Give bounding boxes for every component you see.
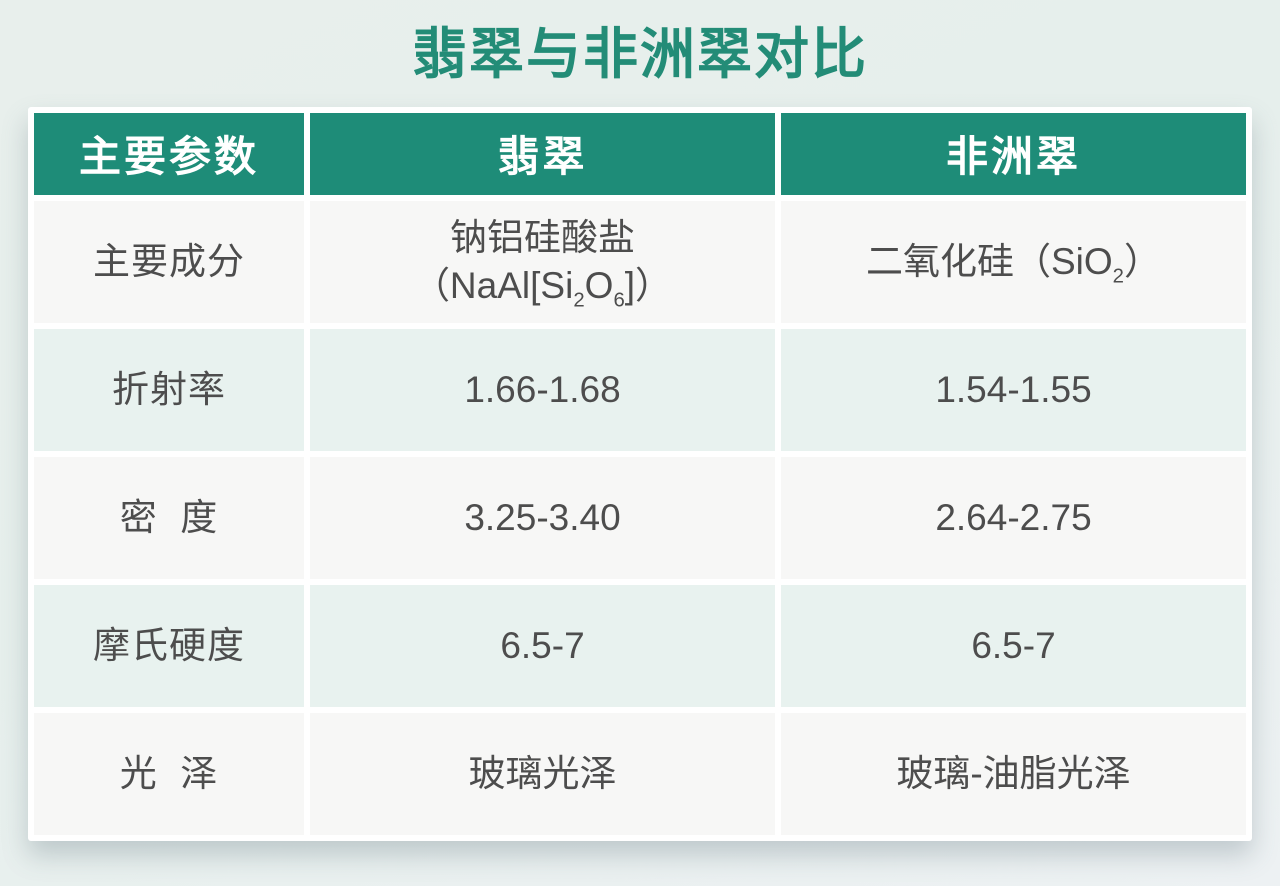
formula-subscript: 2 [573,289,585,312]
table-row-refractive-index: 折射率 1.66-1.68 1.54-1.55 [34,328,1246,451]
cell-jadeite-mohs-hardness: 6.5-7 [310,584,775,707]
header-jadeite: 翡翠 [310,112,775,195]
row-label-mohs-hardness: 摩氏硬度 [34,584,304,707]
table-row-composition: 主要成分 钠铝硅酸盐 （NaAl[Si2O6]） 二氧化硅（SiO2） [34,200,1246,323]
cell-jadeite-density: 3.25-3.40 [310,456,775,579]
infographic-page: 翡翠与非洲翠对比 主要参数 翡翠 非洲翠 主要成分 钠铝硅酸盐 [0,20,1280,841]
formula-text: 二氧化硅（SiO [865,240,1113,282]
cell-jadeite-refractive-index: 1.66-1.68 [310,328,775,451]
page-title: 翡翠与非洲翠对比 [411,23,868,85]
cell-african-luster: 玻璃-油脂光泽 [781,712,1246,835]
header-parameter: 主要参数 [34,112,304,195]
formula-text: （NaAl[Si [412,264,574,306]
table-row-luster: 光 泽 玻璃光泽 玻璃-油脂光泽 [34,712,1246,835]
row-label-refractive-index: 折射率 [34,328,304,451]
row-label-luster: 光 泽 [34,712,304,835]
cell-african-composition: 二氧化硅（SiO2） [781,200,1246,323]
row-label-composition: 主要成分 [34,200,304,323]
formula-text: O [584,264,614,306]
formula-subscript: 6 [613,289,625,312]
composition-name: 钠铝硅酸盐 [450,216,635,258]
table-card: 主要参数 翡翠 非洲翠 主要成分 钠铝硅酸盐 （NaAl[Si2O6]） 二氧化… [28,106,1252,841]
table-row-mohs-hardness: 摩氏硬度 6.5-7 6.5-7 [34,584,1246,707]
cell-african-density: 2.64-2.75 [781,456,1246,579]
cell-african-refractive-index: 1.54-1.55 [781,328,1246,451]
header-row: 主要参数 翡翠 非洲翠 [34,112,1246,195]
formula-text: ） [1124,240,1161,282]
cell-african-mohs-hardness: 6.5-7 [781,584,1246,707]
comparison-table: 主要参数 翡翠 非洲翠 主要成分 钠铝硅酸盐 （NaAl[Si2O6]） 二氧化… [28,107,1252,841]
formula-text: ]） [624,264,673,306]
formula-subscript: 2 [1112,265,1124,288]
header-african-jade: 非洲翠 [781,112,1246,195]
cell-jadeite-luster: 玻璃光泽 [310,712,775,835]
row-label-density: 密 度 [34,456,304,579]
table-row-density: 密 度 3.25-3.40 2.64-2.75 [34,456,1246,579]
cell-jadeite-composition: 钠铝硅酸盐 （NaAl[Si2O6]） [310,200,775,323]
composition-formula: （NaAl[Si2O6]） [310,262,775,312]
